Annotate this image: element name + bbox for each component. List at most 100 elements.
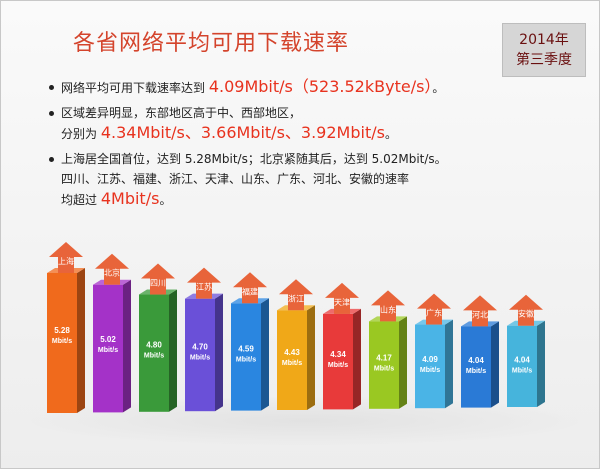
category-label: 福建	[242, 286, 258, 296]
arrow-head	[463, 295, 497, 311]
unit-label: Mbit/s	[236, 357, 256, 364]
value-label: 4.43	[284, 348, 300, 357]
unit-label: Mbit/s	[512, 367, 532, 374]
value-label: 4.04	[468, 356, 484, 365]
bar	[93, 284, 123, 413]
arrow-shaft	[150, 277, 166, 295]
arrow-shaft	[472, 309, 488, 327]
arrow-head	[49, 242, 83, 257]
bullet-1: 网络平均可用下载速率达到 4.09Mbit/s（523.52kByte/s）。	[49, 77, 445, 98]
value-label: 4.70	[192, 342, 208, 351]
category-label: 山东	[380, 304, 396, 314]
bar	[323, 313, 353, 410]
badge-year: 2014年	[519, 32, 569, 48]
value-label: 5.02	[100, 335, 116, 344]
bullet-3-line1: 上海居全国首位，达到 5.28Mbit/s；北京紧随其后，达到 5.02Mbit…	[61, 152, 447, 166]
value-label: 4.80	[146, 340, 162, 349]
category-label: 广东	[426, 308, 442, 318]
unit-label: Mbit/s	[98, 347, 118, 354]
arrow-head	[417, 293, 451, 309]
page-title: 各省网络平均可用下载速率	[73, 31, 350, 56]
bar	[369, 321, 399, 409]
bar-group: 上海 5.28 Mbit/s	[47, 242, 85, 413]
bar	[415, 324, 445, 409]
unit-label: Mbit/s	[328, 362, 348, 369]
arrow-head	[325, 282, 359, 298]
bullet-3: 上海居全国首位，达到 5.28Mbit/s；北京紧随其后，达到 5.02Mbit…	[49, 149, 447, 169]
bullet-2-values: 4.34Mbit/s、3.66Mbit/s、3.92Mbit/s	[100, 123, 385, 142]
arrow-shaft	[518, 308, 534, 326]
bullet-2-line2: 分别为 4.34Mbit/s、3.66Mbit/s、3.92Mbit/s。	[61, 123, 397, 144]
bullet-3-line3-suffix: 。	[159, 193, 172, 207]
unit-label: Mbit/s	[52, 338, 72, 345]
category-label: 北京	[104, 268, 120, 278]
bar-group: 浙江 4.43 Mbit/s	[277, 279, 315, 410]
bar	[231, 303, 261, 411]
bar-group: 福建 4.59 Mbit/s	[231, 272, 269, 411]
bar-side	[491, 321, 499, 408]
arrow-shaft	[334, 296, 350, 314]
bar-group: 北京 5.02 Mbit/s	[93, 253, 131, 413]
arrow-head	[279, 279, 313, 295]
arrow-head	[509, 294, 543, 310]
unit-label: Mbit/s	[144, 352, 164, 359]
value-label: 4.34	[330, 350, 346, 359]
bar	[461, 326, 491, 408]
unit-label: Mbit/s	[282, 360, 302, 367]
bar	[185, 298, 215, 412]
bar-group: 安徽 4.04 Mbit/s	[507, 294, 545, 407]
bullet-3-line2: 四川、江苏、福建、浙江、天津、山东、广东、河北、安徽的速率	[61, 172, 410, 186]
bar-group: 广东 4.09 Mbit/s	[415, 293, 453, 409]
value-label: 4.59	[238, 345, 254, 354]
bar-side	[123, 279, 131, 413]
bar-group: 四川 4.80 Mbit/s	[139, 263, 177, 412]
arrow-shaft	[196, 281, 212, 299]
bullet-2-line2-prefix: 分别为	[61, 127, 98, 141]
category-label: 天津	[334, 297, 350, 307]
bar-side	[215, 293, 223, 412]
value-label: 5.28	[54, 326, 70, 335]
unit-label: Mbit/s	[420, 367, 440, 374]
bar-group: 山东 4.17 Mbit/s	[369, 290, 407, 409]
period-badge: 2014年 第三季度	[502, 23, 586, 77]
unit-label: Mbit/s	[190, 354, 210, 361]
bar-side	[169, 289, 177, 412]
bar-side	[399, 316, 407, 409]
value-label: 4.17	[376, 354, 392, 363]
bullet-3-line3-value: 4Mbit/s	[100, 189, 160, 208]
bullet-1-suffix: 。	[432, 81, 445, 95]
bar-side	[77, 268, 85, 413]
bullet-dot	[49, 111, 54, 116]
bar-side	[353, 308, 361, 410]
bar	[139, 294, 169, 412]
bullet-1-value: 4.09Mbit/s（523.52kByte/s）	[208, 77, 433, 96]
badge-quarter: 第三季度	[516, 52, 572, 68]
bar	[507, 325, 537, 407]
arrow-head	[95, 253, 129, 269]
bar-side	[307, 305, 315, 410]
category-label: 河北	[472, 309, 488, 319]
arrow-head	[233, 272, 267, 288]
category-label: 浙江	[288, 293, 304, 303]
arrow-head	[141, 263, 175, 279]
unit-label: Mbit/s	[466, 368, 486, 375]
bar-side	[537, 320, 545, 407]
bullet-2: 区域差异明显，东部地区高于中、西部地区，	[49, 103, 302, 123]
arrow-head	[371, 290, 405, 306]
bar-group: 江苏 4.70 Mbit/s	[185, 267, 223, 412]
arrow-shaft	[288, 293, 304, 311]
bar	[277, 310, 307, 410]
value-label: 4.09	[422, 355, 438, 364]
bullet-dot	[49, 157, 54, 162]
bar-side	[445, 319, 453, 409]
arrow-shaft	[104, 267, 120, 285]
category-label: 四川	[150, 279, 166, 288]
bullet-2-line1: 区域差异明显，东部地区高于中、西部地区，	[61, 106, 302, 120]
bullet-3-line3: 均超过 4Mbit/s。	[61, 189, 171, 210]
arrow-head	[187, 267, 221, 283]
value-label: 4.04	[514, 355, 530, 364]
category-label: 安徽	[518, 309, 534, 319]
category-label: 江苏	[196, 282, 212, 292]
